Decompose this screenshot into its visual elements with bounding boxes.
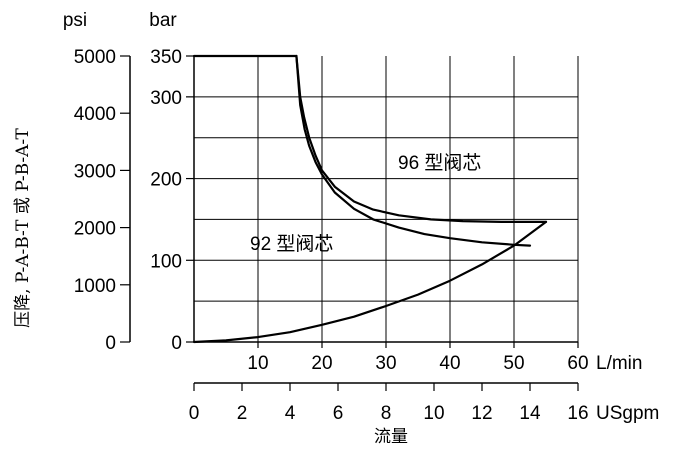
usgpm-tick-label: 12 (471, 403, 492, 424)
usgpm-tick-label: 6 (333, 403, 344, 424)
psi-tick-label: 4000 (74, 104, 116, 125)
usgpm-tick-label: 2 (237, 403, 248, 424)
usgpm-tick-label: 4 (285, 403, 296, 424)
usgpm-tick-label: 14 (519, 403, 541, 424)
usgpm-tick-label: 10 (423, 403, 444, 424)
y-axis-title: 压降, P-A-B-T 或 P-B-A-T (13, 127, 33, 327)
lmin-tick-label: 10 (247, 353, 268, 374)
curve-96-spool (295, 54, 548, 223)
usgpm-unit-label: USgpm (596, 403, 659, 424)
bar-tick-label: 300 (150, 88, 182, 109)
psi-tick-label: 0 (105, 333, 116, 354)
grid-lines (194, 56, 579, 342)
bar-tick-label: 200 (150, 170, 182, 191)
psi-tick-label: 5000 (74, 47, 116, 68)
bar-tick-label: 100 (150, 251, 182, 272)
usgpm-tick-label: 0 (189, 403, 200, 424)
psi-tick-label: 3000 (74, 161, 116, 182)
curves (192, 54, 548, 344)
psi-unit-label: psi (63, 10, 87, 31)
series-label-92: 92 型阀芯 (250, 233, 333, 255)
usgpm-tick-label: 16 (567, 403, 588, 424)
lmin-tick-label: 20 (311, 353, 332, 374)
lmin-tick-label: 50 (503, 353, 524, 374)
usgpm-tick-label: 8 (381, 403, 392, 424)
bar-tick-label: 0 (171, 333, 182, 354)
lmin-unit-label: L/min (596, 353, 642, 374)
lmin-tick-label: 60 (567, 353, 588, 374)
bar-tick-label: 350 (150, 47, 182, 68)
psi-tick-label: 1000 (74, 276, 116, 297)
lmin-tick-label: 30 (375, 353, 396, 374)
lmin-tick-label: 40 (439, 353, 460, 374)
x-axis-title: 流量 (374, 427, 408, 447)
curve-92-spool (295, 54, 532, 247)
series-label-96: 96 型阀芯 (398, 152, 481, 174)
curve-base-flow (192, 220, 548, 344)
bar-unit-label: bar (149, 10, 177, 31)
psi-tick-label: 2000 (74, 219, 116, 240)
